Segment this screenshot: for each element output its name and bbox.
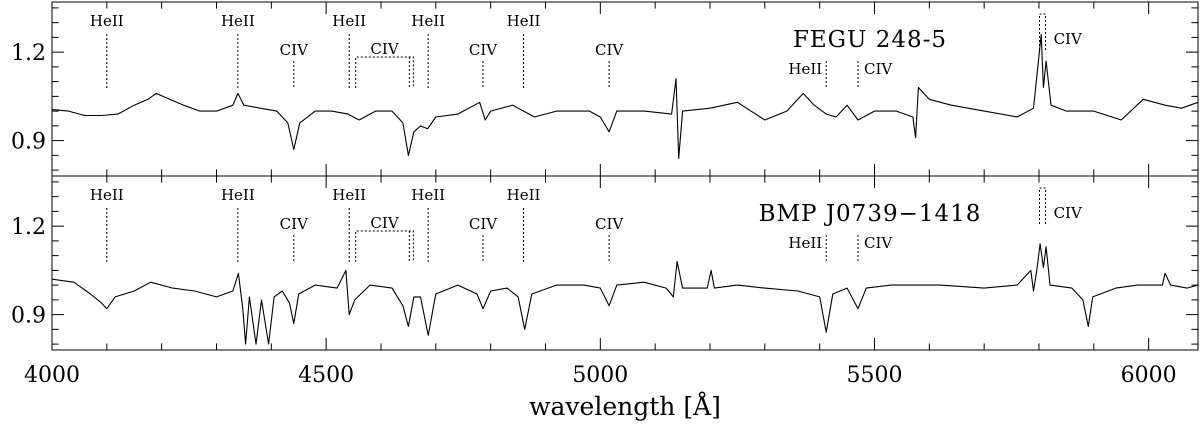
x-tick-label: 5500	[846, 363, 902, 388]
x-tick-label: 4000	[24, 363, 80, 388]
line-id-label: CIV	[370, 214, 399, 232]
line-id-label: HeII	[507, 12, 541, 30]
line-id-label: CIV	[280, 215, 309, 233]
spectrum-line-panel-2	[51, 243, 1199, 345]
line-id-label: CIV	[280, 41, 309, 59]
spectrum-line-panel-1	[51, 33, 1199, 159]
line-id-label: HeII	[788, 60, 822, 78]
line-id-label: HeII	[90, 186, 124, 204]
y-tick-label: 1.2	[11, 41, 46, 66]
x-tick-label: 6000	[1121, 363, 1177, 388]
line-id-label: HeII	[221, 12, 255, 30]
line-id-label: HeII	[221, 186, 255, 204]
x-axis-label: wavelength [Å]	[529, 391, 721, 421]
line-id-label: CIV	[595, 215, 624, 233]
line-id-marker	[1039, 13, 1047, 50]
line-id-label: HeII	[332, 186, 366, 204]
line-id-label: CIV	[1054, 204, 1083, 222]
y-tick-label: 1.2	[11, 215, 46, 240]
line-id-label: CIV	[864, 234, 893, 252]
line-id-label: CIV	[595, 41, 624, 59]
y-tick-label: 0.9	[11, 304, 46, 329]
line-id-label: HeII	[411, 186, 445, 204]
line-id-label: HeII	[90, 12, 124, 30]
line-id-marker	[1039, 187, 1047, 224]
line-id-label: CIV	[469, 41, 498, 59]
line-id-label: HeII	[332, 12, 366, 30]
line-id-label: CIV	[370, 40, 399, 58]
line-id-label: HeII	[411, 12, 445, 30]
panel-2-frame	[51, 175, 1199, 351]
line-id-marker	[355, 230, 414, 262]
line-id-label: CIV	[864, 60, 893, 78]
x-tick-label: 4500	[298, 363, 354, 388]
line-id-label: CIV	[469, 215, 498, 233]
line-id-marker	[355, 56, 414, 88]
x-tick-label: 5000	[572, 363, 628, 388]
line-id-label: HeII	[507, 186, 541, 204]
line-id-label: CIV	[1054, 30, 1083, 48]
panel-2-title: BMP J0739−1418	[759, 201, 982, 227]
line-id-label: HeII	[788, 234, 822, 252]
panel-1-title: FEGU 248-5	[793, 27, 947, 53]
y-tick-label: 0.9	[11, 130, 46, 155]
